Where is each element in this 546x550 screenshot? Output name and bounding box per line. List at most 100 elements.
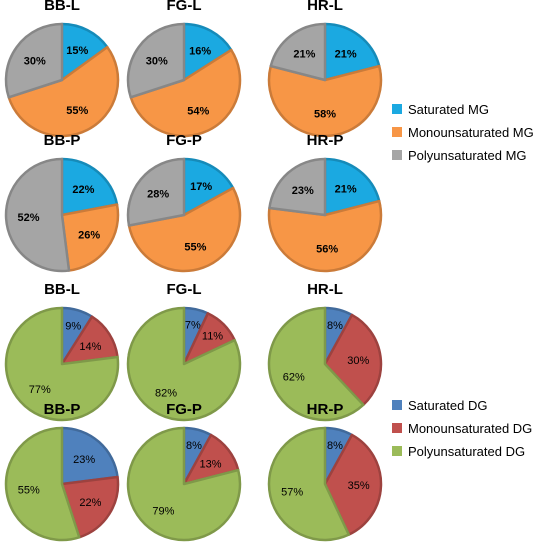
slice-label: 15% (66, 45, 88, 57)
slice-label: 54% (187, 105, 209, 117)
pie-title: BB-P (44, 401, 81, 418)
legend-swatch (392, 127, 402, 137)
slice-polyunsaturated (126, 157, 186, 227)
slice-label: 17% (190, 181, 212, 193)
legend-swatch (392, 104, 402, 114)
slice-saturated (60, 426, 119, 486)
slice-label: 58% (314, 109, 336, 121)
legend-swatch (392, 446, 402, 456)
slice-monounsaturated (127, 186, 242, 273)
slice-label: 55% (184, 242, 206, 254)
pie-title: FG-L (167, 0, 202, 14)
pie-mg-hr-p: HR-P 21% 56% 23% (267, 132, 383, 273)
slice-label: 26% (78, 230, 100, 242)
pie-title: HR-L (307, 281, 343, 298)
pie-dg-fg-l: FG-L 7%11% 82% (126, 281, 242, 422)
slice-monounsaturated (267, 199, 383, 273)
pie-mg-fg-p: FG-P 17% 55% 28% (126, 132, 242, 273)
pie-title: FG-P (166, 132, 202, 149)
pie-dg-fg-p: FG-P 8% 13% 79% (126, 401, 242, 542)
slice-label: 77% (29, 384, 51, 396)
slice-saturated (182, 22, 233, 82)
pie-title: HR-P (307, 401, 344, 418)
legend-label: Polyunsaturated MG (408, 148, 527, 163)
pie-dg-bb-l: BB-L 9% 14% 77% (4, 281, 120, 422)
pie-dg-hr-p: HR-P 8% 35% 57% (267, 401, 383, 542)
slice-label: 22% (79, 497, 101, 509)
pie-mg-bb-l: BB-L 15% 55% 30% (4, 0, 120, 138)
slice-label: 7% (185, 320, 201, 332)
slice-label: 23% (73, 454, 95, 466)
slice-label: 79% (152, 506, 174, 518)
pie-dg-bb-p: BB-P 23% 22% 55% (4, 401, 120, 542)
slice-saturated (323, 157, 381, 217)
slice-polyunsaturated (4, 426, 81, 542)
slice-label: 56% (316, 244, 338, 256)
slice-monounsaturated (60, 203, 120, 272)
slice-polyunsaturated (267, 426, 351, 542)
slice-label: 30% (24, 55, 46, 67)
slice-label: 16% (189, 46, 211, 58)
slice-label: 21% (335, 49, 357, 61)
slice-label: 13% (199, 458, 221, 470)
slice-label: 62% (283, 371, 305, 383)
legend-swatch (392, 400, 402, 410)
slice-label: 14% (79, 341, 101, 353)
pie-title: HR-L (307, 0, 343, 14)
slice-label: 8% (186, 440, 202, 452)
slice-label: 22% (72, 184, 94, 196)
legend-label: Saturated DG (408, 398, 488, 413)
slice-monounsaturated (267, 64, 383, 138)
slice-monounsaturated (7, 45, 120, 138)
slice-polyunsaturated (4, 157, 71, 273)
slice-polyunsaturated (4, 306, 120, 422)
pie-mg-fg-l: FG-L 16% 54% 30% (126, 0, 242, 138)
legend-label: Polyunsaturated DG (408, 444, 525, 459)
legend-mg: Saturated MG Monounsaturated MG Polyunsatu… (392, 102, 534, 163)
slice-label: 9% (65, 320, 81, 332)
slice-monounsaturated (60, 475, 120, 539)
slice-monounsaturated (323, 433, 383, 536)
slice-label: 23% (292, 185, 314, 197)
pie-title: BB-P (44, 132, 81, 149)
slice-monounsaturated (129, 48, 242, 138)
slice-label: 21% (335, 184, 357, 196)
legend-dg: Saturated DG Monounsaturated DG Polyunsatu… (392, 398, 532, 459)
pie-dg-hr-l: HR-L 8% 30% 62% (267, 281, 383, 422)
slice-label: 57% (281, 486, 303, 498)
slice-polyunsaturated (126, 426, 242, 542)
legend-label: Monounsaturated DG (408, 421, 532, 436)
slice-label: 30% (347, 355, 369, 367)
pie-title: BB-L (44, 0, 80, 14)
slice-label: 30% (146, 55, 168, 67)
slice-label: 28% (147, 189, 169, 201)
slice-label: 55% (18, 484, 40, 496)
pie-title: HR-P (307, 132, 344, 149)
slice-label: 52% (17, 212, 39, 224)
slice-saturated (60, 157, 119, 217)
pie-mg-hr-l: HR-L 21% 58% 21% (267, 0, 383, 138)
slice-polyunsaturated (269, 22, 327, 82)
slice-label: 8% (327, 320, 343, 332)
slice-label: 35% (348, 480, 370, 492)
slice-monounsaturated (323, 313, 383, 407)
slice-polyunsaturated (4, 22, 64, 99)
slice-label: 11% (202, 331, 223, 343)
slice-saturated (323, 22, 381, 82)
legend-swatch (392, 423, 402, 433)
slice-polyunsaturated (126, 306, 242, 422)
slice-polyunsaturated (267, 306, 365, 422)
slice-saturated (182, 157, 235, 217)
slice-label: 55% (66, 105, 88, 117)
pie-mg-bb-p: BB-P 22% 26% 52% (4, 132, 120, 273)
slice-polyunsaturated (126, 22, 186, 99)
pie-title: BB-L (44, 281, 80, 298)
pie-title: FG-L (167, 281, 202, 298)
slice-label: 8% (327, 440, 343, 452)
legend-label: Saturated MG (408, 102, 489, 117)
slice-label: 82% (155, 387, 177, 399)
slice-label: 21% (293, 49, 315, 61)
slice-polyunsaturated (268, 157, 327, 217)
legend-swatch (392, 150, 402, 160)
